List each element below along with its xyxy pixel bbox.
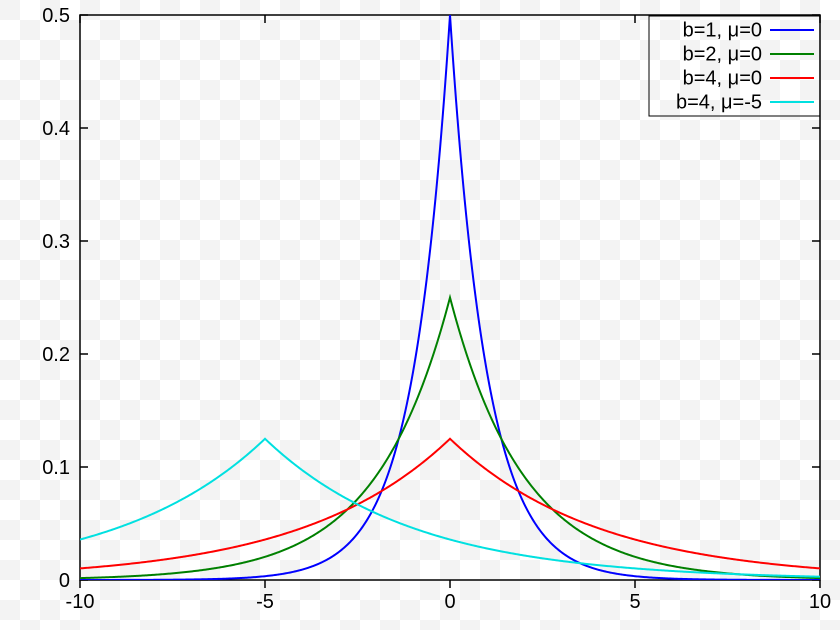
laplace-pdf-chart: -10 -5 0 5 10 0 0.1 0.2 0.3 0.4 0.5 b=1, μ=0b=2, μ=… xyxy=(0,0,840,630)
y-tick-label: 0.4 xyxy=(42,118,70,140)
x-tick-label: -5 xyxy=(256,591,274,613)
chart-container: -10 -5 0 5 10 0 0.1 0.2 0.3 0.4 0.5 b=1, μ=0b=2, μ=… xyxy=(0,0,840,630)
x-tick-label: -10 xyxy=(66,591,95,613)
y-tick-label: 0 xyxy=(59,570,70,592)
y-tick-label: 0.1 xyxy=(42,457,70,479)
legend-label: b=2, μ=0 xyxy=(683,43,762,65)
legend-label: b=4, μ=0 xyxy=(683,67,762,89)
x-tick-label: 0 xyxy=(444,591,455,613)
y-tick-label: 0.3 xyxy=(42,231,70,253)
legend-label: b=4, μ=-5 xyxy=(676,91,762,113)
legend-label: b=1, μ=0 xyxy=(683,19,762,41)
y-tick-label: 0.2 xyxy=(42,344,70,366)
x-tick-label: 10 xyxy=(809,591,831,613)
series-line-2 xyxy=(80,439,820,569)
x-tick-label: 5 xyxy=(629,591,640,613)
y-tick-label: 0.5 xyxy=(42,5,70,27)
legend: b=1, μ=0b=2, μ=0b=4, μ=0b=4, μ=-5 xyxy=(649,16,820,116)
